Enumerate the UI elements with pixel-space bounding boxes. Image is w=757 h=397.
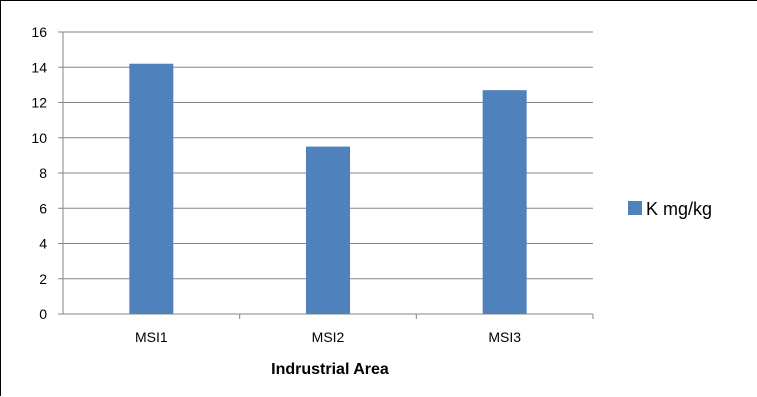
y-tick-label: 6 <box>39 200 47 216</box>
legend-swatch <box>628 201 642 215</box>
x-axis-title: Indrustrial Area <box>271 361 389 378</box>
y-tick-label: 10 <box>31 130 47 146</box>
bar-msi3 <box>482 90 527 314</box>
bar-msi2 <box>306 146 350 314</box>
bar-msi1 <box>129 63 174 314</box>
y-tick-label: 12 <box>31 95 47 111</box>
y-tick-label: 2 <box>39 271 47 287</box>
y-tick-labels: 0 2 4 6 8 10 12 14 16 <box>31 24 47 322</box>
legend: K mg/kg <box>628 199 712 219</box>
x-tick-labels: MSI1 MSI2 MSI3 <box>135 314 594 345</box>
y-tick-label: 4 <box>39 236 47 252</box>
legend-label: K mg/kg <box>646 199 712 219</box>
y-tick-label: 16 <box>31 24 47 40</box>
x-tick-label: MSI2 <box>312 329 345 345</box>
y-tick-label: 8 <box>39 165 47 181</box>
x-tick-label: MSI3 <box>488 329 521 345</box>
y-tick-label: 0 <box>39 306 47 322</box>
y-tick-label: 14 <box>31 59 47 75</box>
bars <box>129 63 527 314</box>
x-tick-label: MSI1 <box>135 329 168 345</box>
